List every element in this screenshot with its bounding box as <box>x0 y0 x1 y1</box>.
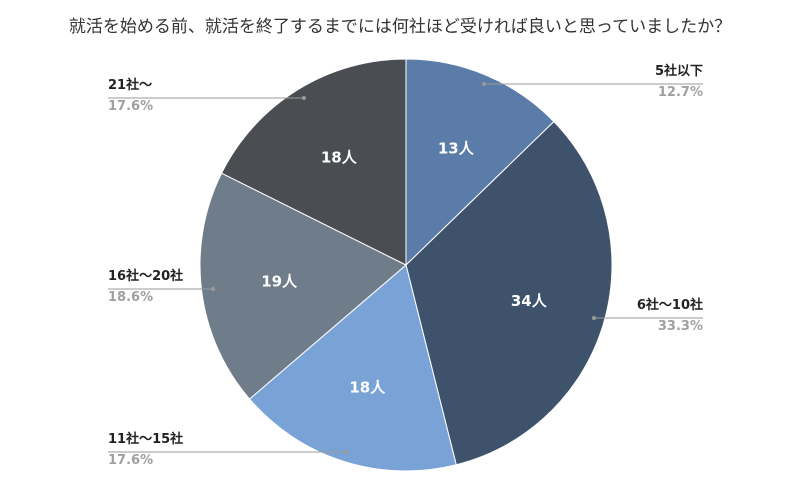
slice-category-label: 6社〜10社 <box>637 297 703 313</box>
slice-percent-label: 17.6% <box>108 453 153 468</box>
slice-category-label: 16社〜20社 <box>108 268 183 284</box>
slice-percent-label: 33.3% <box>658 319 703 334</box>
slice-category-label: 21社〜 <box>108 77 152 93</box>
callout-dot <box>344 450 348 454</box>
callout-dot <box>592 316 596 320</box>
slice-count-label: 13人 <box>438 139 475 157</box>
slice-percent-label: 17.6% <box>108 99 153 114</box>
slice-category-label: 5社以下 <box>655 63 703 79</box>
chart-title: 就活を始める前、就活を終了するまでには何社ほど受ければ良いと思っていましたか？ <box>69 17 731 37</box>
slice-count-label: 18人 <box>349 379 386 397</box>
pie-slice <box>199 172 407 400</box>
slice-count-label: 34人 <box>511 292 548 310</box>
pie-slice <box>405 120 613 466</box>
pie-slice <box>220 58 407 266</box>
slice-count-label: 19人 <box>261 273 298 291</box>
callout-dot <box>302 96 306 100</box>
slice-count-label: 18人 <box>321 148 358 166</box>
callout-dot <box>482 82 486 86</box>
slice-category-label: 11社〜15社 <box>108 431 183 447</box>
pie-slice <box>248 264 457 472</box>
callout-dot <box>211 287 215 291</box>
slice-percent-label: 18.6% <box>108 290 153 305</box>
slice-percent-label: 12.7% <box>658 85 703 100</box>
pie-slice <box>405 58 555 267</box>
